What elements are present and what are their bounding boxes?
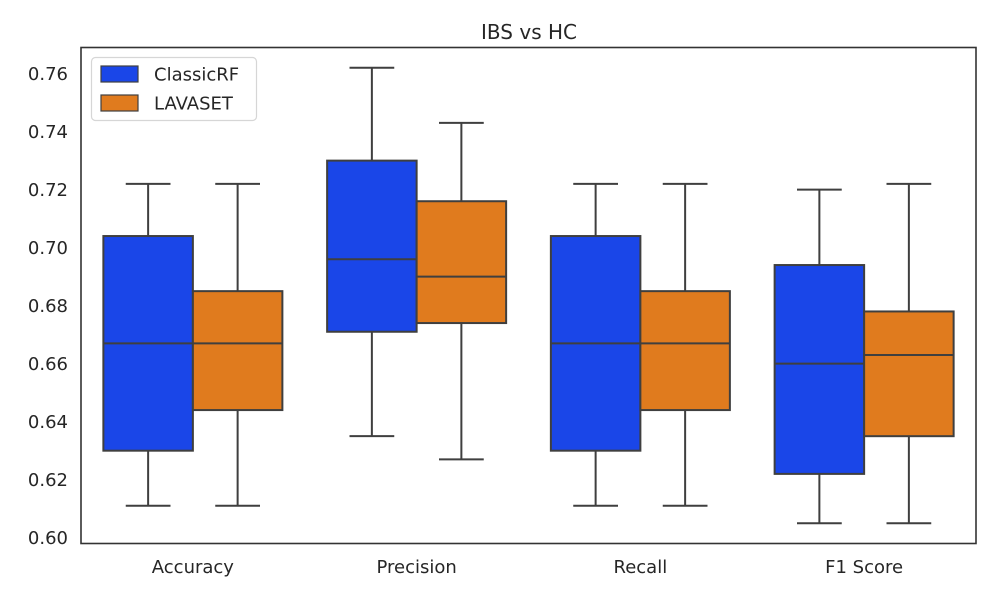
box-body: [639, 290, 731, 412]
box-body: [415, 200, 508, 325]
x-tick-label: Accuracy: [152, 557, 235, 578]
y-tick-label: 0.68: [28, 296, 68, 317]
x-tick-label: Precision: [376, 557, 456, 578]
box-0-0: [102, 182, 194, 507]
plot-area: [102, 66, 955, 525]
x-axis: Accuracy Precision Recall F1 Score: [152, 557, 903, 578]
chart-title: IBS vs HC: [481, 20, 577, 44]
legend-label: LAVASET: [154, 94, 234, 115]
box-3-0: [773, 188, 866, 525]
box-body: [191, 290, 284, 412]
box-3-1: [863, 182, 955, 525]
box-1-1: [415, 121, 508, 461]
y-tick-label: 0.66: [28, 354, 68, 375]
legend: ClassicRF LAVASET: [90, 56, 258, 122]
y-tick-label: 0.60: [28, 528, 68, 549]
box-0-1: [191, 182, 284, 507]
y-tick-label: 0.74: [28, 122, 68, 143]
legend-swatch: [100, 94, 139, 112]
y-tick-label: 0.76: [28, 64, 68, 85]
x-tick-label: Recall: [614, 557, 668, 578]
y-tick-label: 0.62: [28, 470, 68, 491]
legend-label: ClassicRF: [154, 65, 239, 86]
box-body: [326, 159, 418, 333]
y-tick-label: 0.64: [28, 412, 68, 433]
plot-frame: [80, 46, 977, 545]
x-tick-label: F1 Score: [825, 557, 903, 578]
y-tick-label: 0.70: [28, 238, 68, 259]
box-body: [773, 264, 866, 475]
box-body: [863, 310, 955, 438]
y-tick-label: 0.72: [28, 180, 68, 201]
box-2-0: [549, 182, 642, 507]
y-axis: 0.60 0.62 0.64 0.66 0.68 0.70 0.72 0.74 0.76: [28, 64, 68, 549]
box-1-0: [326, 66, 418, 438]
box-2-1: [639, 182, 731, 507]
legend-swatch: [100, 65, 139, 83]
